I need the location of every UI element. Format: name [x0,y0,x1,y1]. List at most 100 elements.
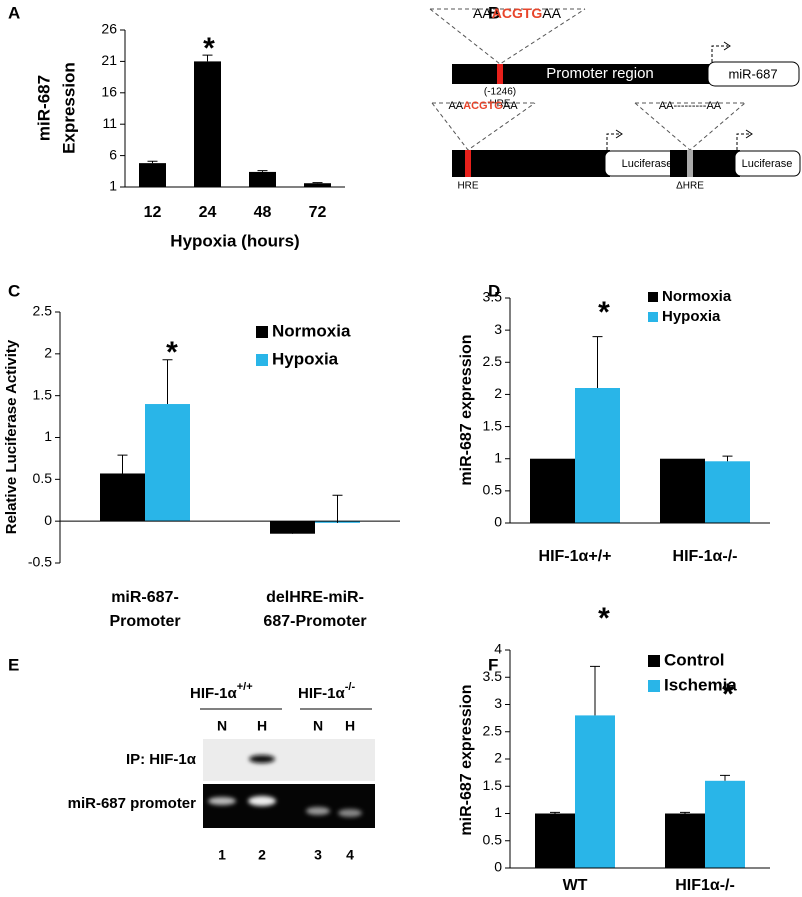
tss-arrow [606,133,620,150]
x-tick-label: 12 [144,204,162,221]
gel-band [249,755,275,763]
x-tick-label: HIF1α-/- [675,877,735,894]
sequence-part: AA [542,5,561,21]
legend-swatch [256,326,268,338]
y-tick-label: 2.5 [483,722,503,738]
lane-number: 2 [258,847,266,863]
bar [139,163,166,187]
y-tick-label: 3.5 [483,289,503,305]
condition-label: H [257,718,267,734]
significance-star: * [598,602,610,635]
bar [575,715,615,868]
y-tick-label: 2 [494,385,502,401]
y-tick-label: 0 [494,859,502,875]
y-tick-label: 1 [494,449,502,465]
sequence: AAACGTGAA [473,5,562,21]
bar [270,521,315,534]
promoter-diagram: B AAACGTGAA Promoter region miR-687 (-12… [429,3,801,192]
tss-arrow-head [723,41,731,51]
gel-strip [203,784,375,828]
y-tick-label: 0.5 [483,831,503,847]
sequence-part: AA [448,100,463,112]
y-tick-label: 0 [44,512,52,528]
sequence: AA---------AA [659,100,722,112]
gel-band [338,809,362,817]
legend-label: Normoxia [662,288,732,305]
y-tick-label: 3 [494,695,502,711]
chip-gel: E HIF-1α+/+ HIF-1α-/- N H N H IP: HIF-1α… [8,655,375,863]
y-tick-label: 0.5 [33,470,53,486]
legend-label: Normoxia [272,321,351,340]
y-tick-label: 2.5 [483,353,503,369]
condition-label: N [217,718,227,734]
y-axis-label: Expression [59,62,78,154]
error-bar [592,336,603,388]
bar [575,388,620,523]
bar [705,780,745,868]
gene-box [707,61,800,87]
legend-label: Hypoxia [272,349,339,368]
group-label: HIF-1α+/+ [190,681,253,702]
significance-star: * [598,296,610,329]
sequence-part: ACGTG [463,100,503,112]
y-tick-label: 3.5 [483,668,503,684]
bar [660,458,705,523]
legend-swatch [648,312,658,322]
y-tick-label: 1 [109,178,117,194]
tss-arrow [711,45,728,62]
y-axis-label: miR-687 [34,75,53,141]
bar-chart: C Relative Luciferase Activity -0.5 0 0.5 1 1.… [3,281,400,630]
error-bar [147,160,158,164]
error-bar [680,811,690,814]
x-tick-label: 48 [254,204,272,221]
error-bar [202,54,213,62]
panel-label: D [488,281,500,300]
bar [145,404,190,522]
genotype: -/- [345,681,356,693]
y-tick-label: 21 [101,52,117,68]
y-tick-label: 0 [494,514,502,530]
condition-label: N [313,718,323,734]
gel-band [306,807,330,815]
x-tick-label: HIF-1α-/- [673,548,738,565]
lane-number: 1 [218,847,226,863]
lane-number: 3 [314,847,322,863]
x-tick-label: delHRE-miR- [266,589,364,606]
promoter-bar [452,64,714,84]
bar [304,183,331,187]
site-label: ΔHRE [676,181,704,192]
bar [665,813,705,868]
panel-label: B [488,3,500,22]
y-tick-label: 2 [44,345,52,361]
sequence-part: ACGTG [492,5,543,21]
gene-name: HIF-1α [298,685,346,702]
tss-arrow-head [615,129,623,139]
y-tick-label: 1.5 [483,777,503,793]
bar [705,461,750,523]
construct-bar [670,150,740,177]
y-tick-label: 1.5 [33,386,53,402]
error-bar [550,811,560,814]
x-tick-label: 687-Promoter [263,613,366,630]
legend-label: Control [664,650,724,669]
y-tick-label: 4 [494,641,502,657]
y-tick-label: 26 [101,21,117,37]
gene-name: HIF-1α [190,685,238,702]
error-bar [722,455,733,462]
bar [249,171,276,187]
error-bar [720,774,730,781]
panel-label: F [488,655,498,674]
reporter-label: Luciferase [622,158,673,170]
y-tick-label: 6 [109,146,117,162]
x-tick-label: miR-687- [111,589,179,606]
tss-arrow [736,133,750,150]
y-tick-label: 11 [102,115,117,131]
legend-label: Hypoxia [662,308,721,325]
hre-site [465,150,471,177]
site-label: HRE [457,181,478,192]
genotype: +/+ [237,681,253,693]
